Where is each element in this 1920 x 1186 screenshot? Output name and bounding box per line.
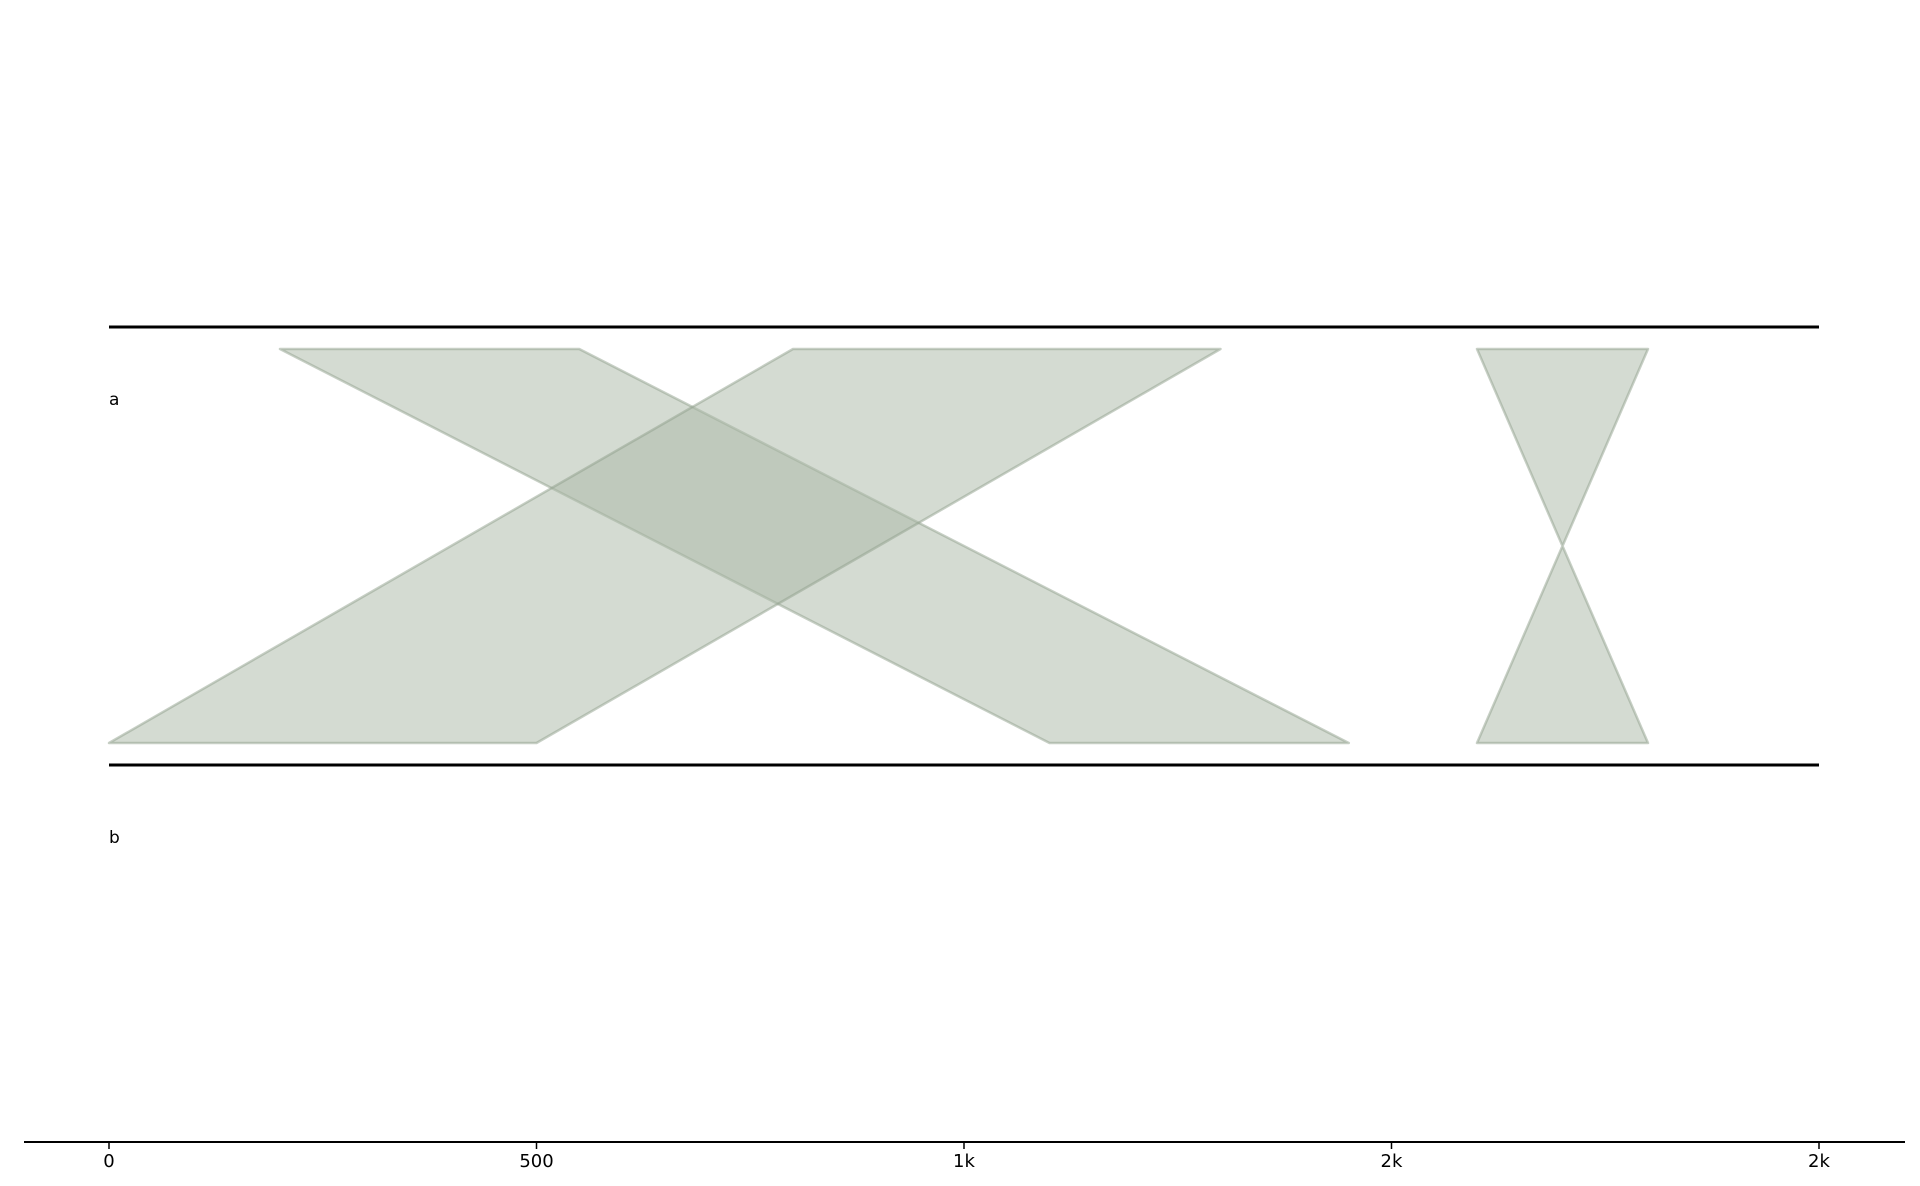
sequence-b-label: b bbox=[109, 828, 120, 848]
links-layer bbox=[107, 347, 1650, 745]
x-tick-label-3: 2k bbox=[1381, 1151, 1403, 1172]
link-2 bbox=[107, 347, 1222, 745]
sequences-layer: a b bbox=[109, 325, 1819, 848]
x-tick-label-1: 500 bbox=[519, 1151, 553, 1172]
sequence-a-label: a bbox=[109, 390, 119, 410]
x-axis-ticks: 0 500 1k 2k 2k bbox=[103, 1142, 1831, 1172]
x-tick-label-2: 1k bbox=[953, 1151, 975, 1172]
x-tick-label-0: 0 bbox=[103, 1151, 114, 1172]
link-3 bbox=[1475, 347, 1650, 745]
x-tick-label-4: 2k bbox=[1808, 1151, 1830, 1172]
x-axis: 0 500 1k 2k 2k bbox=[24, 1141, 1905, 1172]
